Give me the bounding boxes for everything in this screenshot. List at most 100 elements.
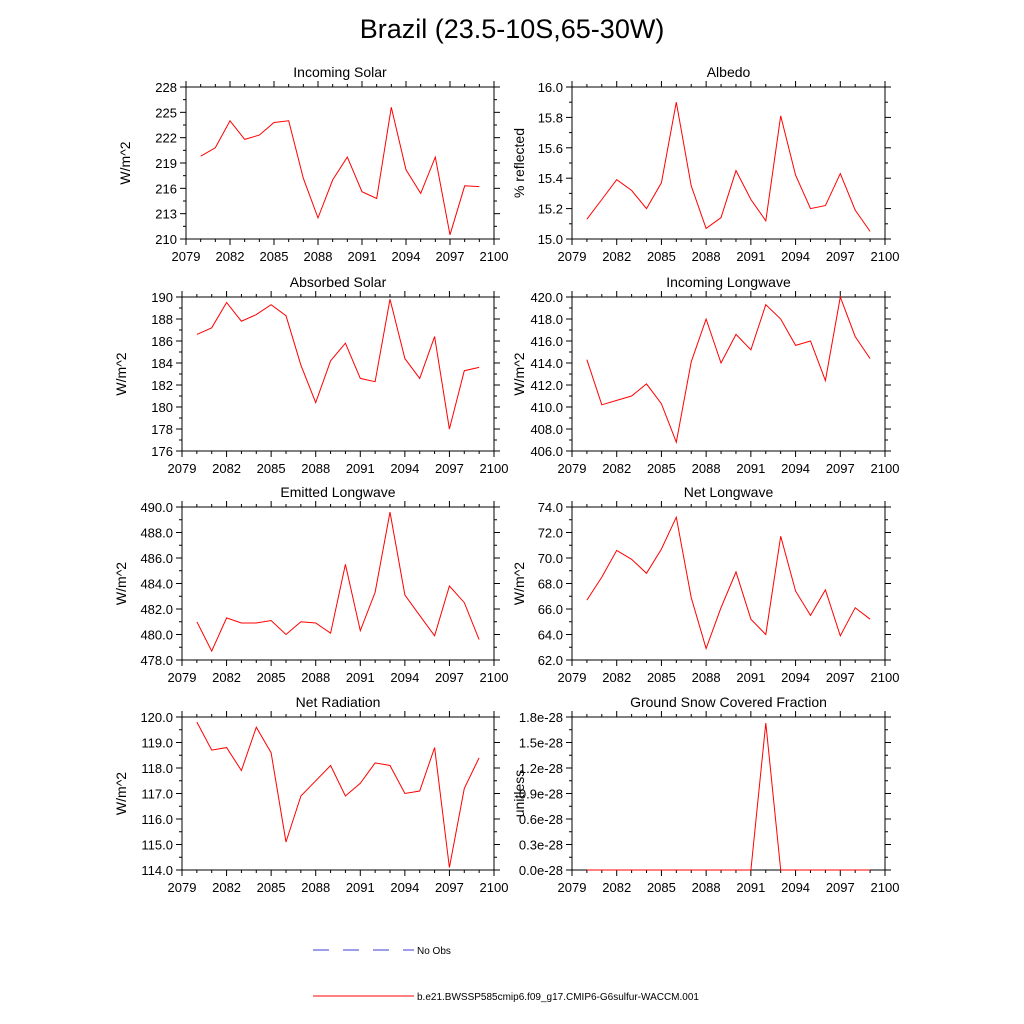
y-axis-label: W/m^2 [117, 141, 133, 184]
y-tick-label: 228 [155, 80, 177, 95]
series-line [586, 295, 871, 445]
x-tick-label: 2088 [301, 461, 330, 476]
y-tick-label: 418.0 [530, 312, 563, 327]
x-tick-label: 2079 [168, 670, 197, 685]
x-tick-label: 2088 [692, 670, 721, 685]
y-tick-label: 64.0 [538, 628, 563, 643]
y-tick-label: 74.0 [538, 500, 563, 515]
y-tick-label: 478.0 [140, 653, 173, 668]
panel-title: Net Longwave [684, 484, 774, 500]
series-line [196, 721, 480, 868]
y-tick-label: 0.9e-28 [519, 787, 563, 802]
y-tick-label: 66.0 [538, 602, 563, 617]
panel-title: Albedo [707, 64, 751, 80]
y-tick-label: 15.6 [538, 141, 563, 156]
x-tick-label: 2097 [826, 249, 855, 264]
y-tick-label: 488.0 [140, 526, 173, 541]
panel-absorbed-solar: Absorbed Solar 2079 2082 2085 2088 2091 2094 20… [113, 274, 508, 476]
plot-frame [571, 296, 886, 452]
x-tick-label: 2100 [871, 249, 900, 264]
y-tick-label: 176 [151, 444, 173, 459]
x-tick-label: 2100 [480, 880, 509, 895]
series-line [586, 722, 871, 871]
x-tick-label: 2088 [301, 880, 330, 895]
x-tick-label: 2097 [436, 249, 465, 264]
x-tick-label: 2091 [736, 880, 765, 895]
series-line [196, 512, 480, 653]
x-tick-label: 2091 [736, 249, 765, 264]
y-axis-label: W/m^2 [511, 562, 527, 605]
y-axis-label: % reflected [511, 128, 527, 198]
panel-albedo: Albedo 2079 2082 2085 2088 2091 2094 2097 2100 15… [511, 64, 899, 264]
x-tick-label: 2082 [216, 249, 245, 264]
y-tick-label: 178 [151, 422, 173, 437]
y-tick-label: 1.8e-28 [519, 710, 563, 725]
x-tick-label: 2097 [826, 880, 855, 895]
y-tick-label: 412.0 [530, 378, 563, 393]
x-tick-label: 2100 [871, 670, 900, 685]
x-tick-label: 2094 [390, 670, 419, 685]
y-tick-label: 15.4 [538, 171, 563, 186]
panel-title: Absorbed Solar [290, 274, 387, 290]
y-axis-label: unitless [511, 770, 527, 817]
x-tick-label: 2082 [212, 461, 241, 476]
y-tick-label: 186 [151, 334, 173, 349]
x-tick-label: 2082 [602, 461, 631, 476]
y-tick-label: 0.0e-28 [519, 863, 563, 878]
panel-title: Net Radiation [296, 694, 381, 710]
y-tick-label: 410.0 [530, 400, 563, 415]
x-tick-label: 2094 [392, 249, 421, 264]
y-tick-label: 484.0 [140, 577, 173, 592]
plot-frame [181, 506, 495, 661]
panel-title: Incoming Longwave [666, 274, 791, 290]
x-tick-label: 2085 [647, 461, 676, 476]
y-tick-label: 213 [155, 207, 177, 222]
x-tick-label: 2079 [172, 249, 201, 264]
x-tick-label: 2097 [435, 461, 464, 476]
x-tick-label: 2097 [435, 880, 464, 895]
x-tick-label: 2085 [257, 670, 286, 685]
y-tick-label: 15.2 [538, 202, 563, 217]
y-tick-label: 1.2e-28 [519, 761, 563, 776]
y-tick-label: 216 [155, 181, 177, 196]
y-tick-label: 486.0 [140, 551, 173, 566]
y-axis-label: W/m^2 [113, 772, 129, 815]
x-tick-label: 2100 [871, 461, 900, 476]
panel-ground-snow-covered-fraction: Ground Snow Covered Fraction 2079 2082 2085… [511, 694, 899, 895]
y-tick-label: 225 [155, 105, 177, 120]
x-tick-label: 2100 [480, 249, 509, 264]
x-tick-label: 2091 [736, 670, 765, 685]
panel-title: Emitted Longwave [280, 484, 395, 500]
panel-emitted-longwave: Emitted Longwave 2079 2082 2085 2088 2091 2094… [113, 484, 508, 685]
y-tick-label: 414.0 [530, 356, 563, 371]
y-tick-label: 210 [155, 232, 177, 247]
x-tick-label: 2088 [692, 461, 721, 476]
panel-title: Ground Snow Covered Fraction [630, 694, 827, 710]
y-tick-label: 15.0 [538, 232, 563, 247]
series-line [586, 102, 871, 232]
y-tick-label: 222 [155, 131, 177, 146]
x-tick-label: 2094 [781, 670, 810, 685]
legend-no-obs-label: No Obs [417, 946, 451, 957]
x-tick-label: 2085 [647, 670, 676, 685]
plot-frame [571, 506, 886, 661]
x-tick-label: 2091 [346, 461, 375, 476]
y-tick-label: 480.0 [140, 628, 173, 643]
x-tick-label: 2097 [826, 461, 855, 476]
y-tick-label: 1.5e-28 [519, 736, 563, 751]
x-tick-label: 2091 [348, 249, 377, 264]
y-tick-label: 114.0 [141, 863, 173, 878]
panel-net-longwave: Net Longwave 2079 2082 2085 2088 2091 2094 2097… [511, 484, 899, 685]
y-tick-label: 182 [151, 378, 173, 393]
y-tick-label: 0.3e-28 [519, 838, 563, 853]
x-tick-label: 2097 [435, 670, 464, 685]
y-tick-label: 72.0 [538, 526, 563, 541]
x-tick-label: 2088 [692, 249, 721, 264]
y-tick-label: 68.0 [538, 577, 563, 592]
plot-frame [571, 86, 886, 240]
y-tick-label: 482.0 [140, 602, 173, 617]
x-tick-label: 2082 [602, 249, 631, 264]
x-tick-label: 2085 [260, 249, 289, 264]
x-tick-label: 2079 [558, 670, 587, 685]
figure-title: Brazil (23.5-10S,65-30W) [359, 14, 665, 44]
